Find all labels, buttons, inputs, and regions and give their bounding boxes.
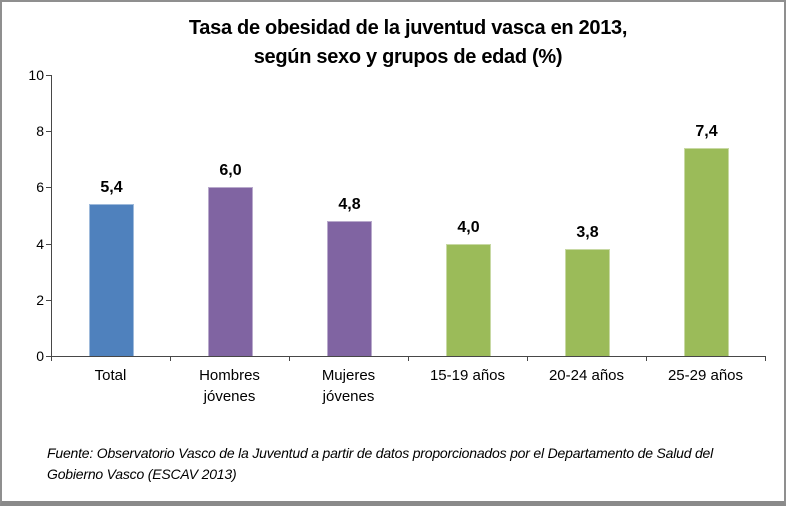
y-tick-mark — [46, 243, 51, 245]
source-note: Fuente: Observatorio Vasco de la Juventu… — [47, 445, 714, 482]
category-label: 25-29 años — [667, 367, 744, 384]
bar-15-19-años — [446, 244, 491, 356]
y-tick-label: 10 — [28, 67, 44, 83]
y-tick-mark — [46, 187, 51, 189]
x-tick-mark — [51, 357, 52, 361]
bar-20-24-años — [565, 249, 610, 356]
category-label: 15-19 años — [429, 367, 506, 384]
bar-value-label: 4,0 — [457, 219, 480, 236]
chart-title-line-1: Tasa de obesidad de la juventud vasca en… — [188, 17, 628, 39]
plot-area: 5,4 6,0 4,8 4,0 3,8 7,4 — [51, 75, 766, 357]
y-tick-label: 2 — [36, 291, 44, 308]
y-tick-label: 4 — [36, 235, 44, 252]
bar-slot: 7,4 — [647, 75, 766, 356]
bar-hombres-jóvenes — [208, 187, 253, 356]
bar-slot: 5,4 — [52, 75, 171, 356]
x-tick-mark — [646, 357, 647, 361]
bar-slot: 4,0 — [409, 75, 528, 356]
y-tick-mark — [46, 299, 51, 301]
bar-total — [89, 204, 134, 356]
bar-value-label: 5,4 — [100, 179, 123, 196]
category-label: Hombres jóvenes — [199, 367, 260, 405]
x-tick-mark — [765, 357, 766, 361]
bar-mujeres-jóvenes — [327, 221, 372, 356]
bar-slot: 6,0 — [171, 75, 290, 356]
y-tick-label: 8 — [36, 123, 44, 140]
chart-title: Tasa de obesidad de la juventud vasca en… — [51, 14, 765, 72]
bar-value-label: 7,4 — [695, 123, 718, 140]
bar-25-29-años — [684, 148, 729, 356]
category-label: Total — [94, 367, 127, 384]
chart-title-line-2: según sexo y grupos de edad (%) — [253, 46, 563, 68]
bar-slot: 4,8 — [290, 75, 409, 356]
y-tick-mark — [46, 131, 51, 133]
category-label: Mujeres jóvenes — [321, 367, 376, 405]
x-tick-mark — [408, 357, 409, 361]
y-tick-mark — [46, 356, 51, 357]
bar-slot: 3,8 — [528, 75, 647, 356]
category-label: 20-24 años — [548, 367, 625, 384]
bar-value-label: 6,0 — [219, 162, 242, 179]
y-tick-label: 0 — [36, 348, 44, 364]
x-tick-mark — [289, 357, 290, 361]
y-tick-label: 6 — [36, 179, 44, 196]
x-tick-mark — [170, 357, 171, 361]
x-tick-mark — [527, 357, 528, 361]
y-tick-mark — [46, 75, 51, 76]
bar-value-label: 4,8 — [338, 196, 361, 213]
bar-value-label: 3,8 — [576, 224, 599, 241]
